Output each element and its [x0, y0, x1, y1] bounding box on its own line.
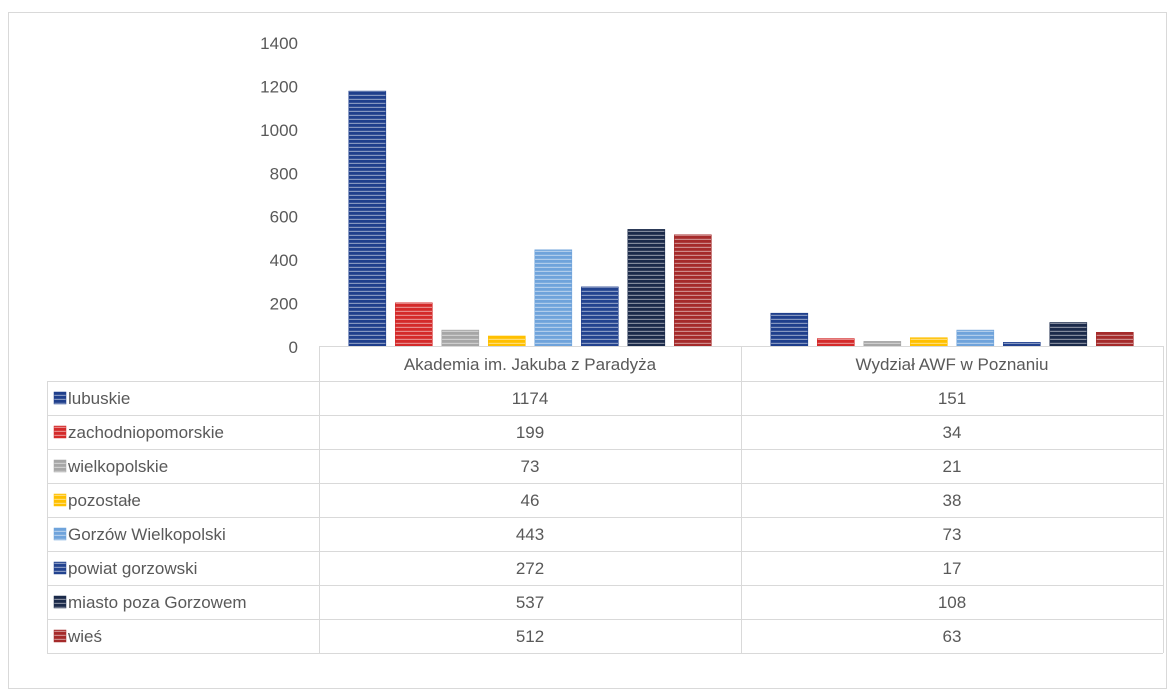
y-tick-label: 1400 — [260, 34, 298, 53]
bar-powiat-gorzowski-1: powiat gorzowski: 17 — [1002, 341, 1041, 347]
series-label: zachodniopomorskie — [68, 423, 224, 442]
data-label: 537 — [516, 593, 544, 612]
data-label: 199 — [516, 423, 544, 442]
y-tick-label: 800 — [270, 164, 298, 183]
y-axis: 0 200 400 600 800 1000 1200 1400 — [260, 34, 298, 357]
legend-swatch — [53, 425, 67, 439]
data-label: 151 — [938, 389, 966, 408]
data-label: 108 — [938, 593, 966, 612]
data-label: 1174 — [512, 389, 549, 408]
plot-area: lubuskie: 1174zachodniopomorskie: 199 wie… — [348, 90, 1134, 347]
data-label: 63 — [943, 627, 962, 646]
legend-swatch — [53, 629, 67, 643]
series-label: lubuskie — [68, 389, 130, 408]
bar-wielkopolskie-0: wielkopolskie: 73 — [441, 329, 480, 347]
data-label: 272 — [516, 559, 544, 578]
bar-powiat-gorzowski-0: powiat gorzowski: 272 — [580, 286, 619, 347]
y-tick-label: 1200 — [260, 77, 298, 96]
chart-border — [8, 12, 1167, 689]
bar-pozostałe-0: pozostałe: 46 — [487, 335, 526, 347]
series-label: wieś — [67, 627, 102, 646]
legend-swatch — [53, 391, 67, 405]
bar-miasto-poza-gorzowem-1: miasto poza Gorzowem: 108 — [1049, 322, 1088, 347]
series-label: wielkopolskie — [67, 457, 168, 476]
data-table: Akademia im. Jakuba z Paradyża Wydział AW… — [47, 346, 1164, 654]
series-label: powiat gorzowski — [68, 559, 197, 578]
y-tick-label: 1000 — [260, 121, 298, 140]
legend-swatch — [53, 459, 67, 473]
legend-swatch — [53, 493, 67, 507]
bar-wielkopolskie-1: wielkopolskie: 21 — [863, 341, 902, 347]
bar-pozostałe-1: pozostałe: 38 — [909, 337, 948, 347]
bar-wieś-0: wieś: 512 — [673, 234, 712, 347]
data-label: 38 — [943, 491, 962, 510]
data-label: 46 — [521, 491, 540, 510]
bar-gorzów-wielkopolski-1: Gorzów Wielkopolski: 73 — [956, 329, 995, 347]
data-label: 21 — [943, 457, 962, 476]
bar-miasto-poza-gorzowem-0: miasto poza Gorzowem: 537 — [627, 229, 666, 347]
category-label: Wydział AWF w Poznaniu — [856, 355, 1049, 374]
data-label: 443 — [516, 525, 544, 544]
bar-wieś-1: wieś: 63 — [1096, 331, 1134, 347]
bar-gorzów-wielkopolski-0: Gorzów Wielkopolski: 443 — [534, 249, 573, 347]
series-label: Gorzów Wielkopolski — [68, 525, 226, 544]
legend-swatch — [53, 595, 67, 609]
data-label: 17 — [943, 559, 962, 578]
data-label: 73 — [521, 457, 540, 476]
series-label: pozostałe — [68, 491, 141, 510]
category-label: Akademia im. Jakuba z Paradyża — [404, 355, 657, 374]
series-label: miasto poza Gorzowem — [68, 593, 247, 612]
y-tick-label: 400 — [270, 251, 298, 270]
data-label: 34 — [943, 423, 962, 442]
bar-lubuskie-1: lubuskie: 151 — [770, 312, 809, 347]
legend-swatch — [53, 561, 67, 575]
bar-lubuskie-0: lubuskie: 1174 — [348, 90, 387, 347]
bar-zachodniopomorskie-1: zachodniopomorskie: 34 — [816, 338, 855, 347]
y-tick-label: 0 — [289, 338, 298, 357]
legend-swatch — [53, 527, 67, 541]
bar-zachodniopomorskie-0: zachodniopomorskie: 199 — [394, 302, 433, 347]
data-label: 512 — [516, 627, 544, 646]
data-label: 73 — [943, 525, 962, 544]
y-tick-label: 600 — [270, 208, 298, 227]
y-tick-label: 200 — [270, 295, 298, 314]
